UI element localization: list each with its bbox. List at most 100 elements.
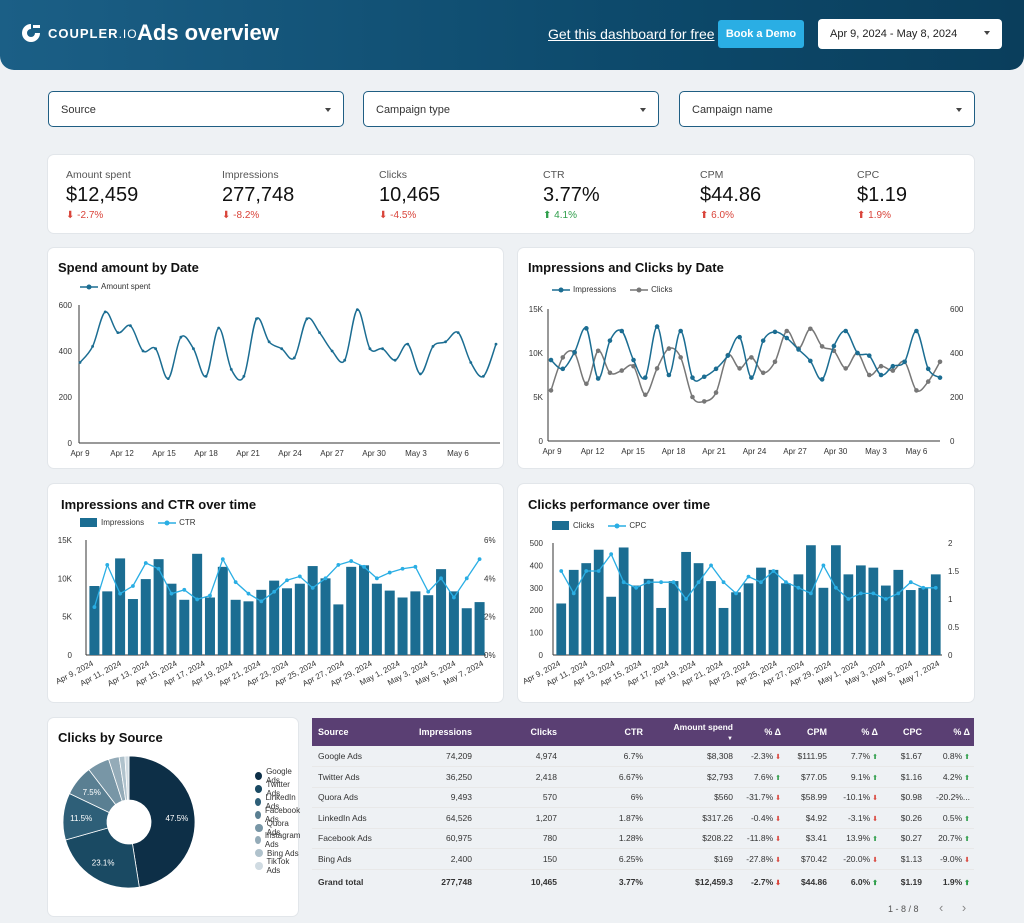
- col-header-cpm[interactable]: CPM: [785, 718, 831, 746]
- data-point: [246, 591, 251, 596]
- pie-value-label: 7.5%: [83, 788, 101, 797]
- cell-ctr: 6%: [561, 787, 647, 808]
- campaign-type-filter[interactable]: Campaign type: [363, 91, 659, 127]
- data-point: [444, 340, 447, 344]
- data-point: [267, 340, 271, 344]
- data-point: [494, 342, 498, 346]
- data-point: [631, 357, 636, 363]
- y-tick-label-right: 0: [950, 437, 955, 446]
- data-point: [896, 591, 901, 596]
- get-dashboard-link[interactable]: Get this dashboard for free: [548, 26, 715, 42]
- x-tick-label: May 3: [405, 449, 427, 458]
- table-row[interactable]: LinkedIn Ads 64,526 1,207 1.87% $317.26 -0.4%…: [312, 807, 974, 829]
- data-point: [179, 335, 183, 339]
- arrow-down-icon: ⬇: [773, 836, 781, 844]
- data-point: [749, 355, 754, 360]
- next-page-icon[interactable]: ›: [961, 900, 967, 915]
- chart-title: Impressions and CTR over time: [61, 497, 257, 512]
- pie-legend-item: Twitter Ads: [255, 780, 303, 798]
- table-total-row[interactable]: Grand total 277,748 10,465 3.77% $12,459.3 -2…: [312, 869, 974, 895]
- data-point: [220, 557, 225, 562]
- cell-impressions: 60,975: [396, 828, 476, 849]
- data-point: [595, 376, 601, 381]
- legend-dot: [255, 785, 263, 794]
- col-header-source[interactable]: Source: [312, 718, 396, 746]
- bar: [681, 551, 691, 655]
- clicks-by-source-donut: 47.5% 23.1% 11.5% 7.5%: [62, 755, 196, 889]
- data-point: [866, 353, 872, 358]
- series-line-clicks: [550, 328, 941, 404]
- data-point: [259, 599, 264, 604]
- table-row[interactable]: Bing Ads 2,400 150 6.25% $169 -27.8% ⬇ $70.42-…: [312, 848, 974, 870]
- kpi-value: $44.86: [700, 184, 762, 206]
- bar: [818, 587, 829, 655]
- data-point: [713, 366, 719, 372]
- data-point: [400, 566, 405, 571]
- bar: [371, 583, 382, 655]
- col-header-spend-delta[interactable]: % Δ: [737, 718, 785, 746]
- data-point: [666, 372, 672, 378]
- date-range-selector[interactable]: Apr 9, 2024 - May 8, 2024: [818, 19, 1002, 49]
- legend-dot: [255, 810, 261, 819]
- data-point: [374, 576, 379, 581]
- y-tick-label: 400: [59, 347, 73, 356]
- data-point: [671, 580, 676, 585]
- kpi-amount-spent: Amount spent $12,459 ⬇ -2.7%: [66, 169, 138, 221]
- source-filter[interactable]: Source: [48, 91, 344, 127]
- data-point: [858, 591, 863, 596]
- cell-clicks: 570: [476, 787, 561, 808]
- bar: [102, 591, 113, 655]
- data-point: [456, 331, 460, 334]
- cell-spend: $8,308: [647, 746, 737, 767]
- data-point: [709, 563, 713, 568]
- kpi-panel: Amount spent $12,459 ⬇ -2.7% Impressions…: [48, 155, 974, 233]
- arrow-up-icon: ⬆: [962, 754, 970, 761]
- kpi-value: $1.19: [857, 184, 908, 206]
- bar: [346, 566, 357, 655]
- data-point: [678, 328, 683, 334]
- col-header-impressions[interactable]: Impressions: [396, 718, 476, 746]
- data-point: [737, 334, 742, 340]
- data-point: [387, 570, 392, 575]
- table-row[interactable]: Google Ads 74,209 4,974 6.7% $8,308 -2.3% ⬇ $1…: [312, 746, 974, 767]
- data-point: [721, 580, 726, 585]
- cell-cpm: $58.99: [785, 787, 831, 808]
- col-header-cpm-delta[interactable]: % Δ: [831, 718, 882, 746]
- col-header-cpc-delta[interactable]: % Δ: [926, 718, 974, 746]
- data-point: [643, 375, 648, 380]
- pie-value-label: 23.1%: [92, 858, 115, 867]
- cell-impressions: 36,250: [396, 766, 476, 788]
- data-point: [166, 377, 170, 380]
- col-header-cpc[interactable]: CPC: [882, 718, 926, 746]
- data-point: [878, 363, 884, 369]
- data-point: [195, 597, 200, 602]
- legend-label: Impressions: [101, 518, 145, 527]
- col-header-ctr[interactable]: CTR: [561, 718, 647, 746]
- cell-spend-delta: -2.7% ⬇: [750, 877, 781, 888]
- x-tick-label: Apr 15: [152, 449, 176, 458]
- col-header-clicks[interactable]: Clicks: [476, 718, 561, 746]
- table-row[interactable]: Quora Ads 9,493 570 6% $560 -31.7% ⬇ $58.99 -10…: [312, 787, 974, 808]
- coupler-logo[interactable]: COUPLER.IO: [20, 22, 138, 44]
- kpi-delta: ⬆ 6.0%: [700, 210, 734, 221]
- table-row[interactable]: Twitter Ads 36,250 2,418 6.67% $2,793 7.6% ⬆ $…: [312, 766, 974, 788]
- cell-ctr: 6.67%: [561, 766, 647, 788]
- data-point: [784, 580, 788, 585]
- data-point: [878, 372, 884, 378]
- col-header-amount-spend[interactable]: Amount spend ▼: [647, 718, 737, 746]
- cell-cpm-delta: 7.7% ⬆: [831, 746, 882, 767]
- cell-spend-delta: -27.8% ⬇: [737, 848, 785, 870]
- arrow-up-icon: ⬆: [870, 754, 878, 761]
- campaign-name-filter[interactable]: Campaign name: [679, 91, 975, 127]
- data-point: [772, 359, 778, 365]
- cell-cpc-delta: -9.0% ⬇: [926, 848, 974, 870]
- table-row[interactable]: Facebook Ads 60,975 780 1.28% $208.22 -11.8% …: [312, 828, 974, 849]
- data-point: [925, 379, 931, 384]
- arrow-down-icon: ⬇: [773, 880, 781, 888]
- cell-clicks: 780: [476, 828, 561, 849]
- book-demo-button[interactable]: Book a Demo: [718, 20, 804, 48]
- prev-page-icon[interactable]: ‹: [939, 900, 944, 915]
- cell-impressions: 9,493: [396, 787, 476, 808]
- pie-legend-item: LinkedIn Ads: [255, 793, 303, 811]
- data-point: [866, 372, 872, 378]
